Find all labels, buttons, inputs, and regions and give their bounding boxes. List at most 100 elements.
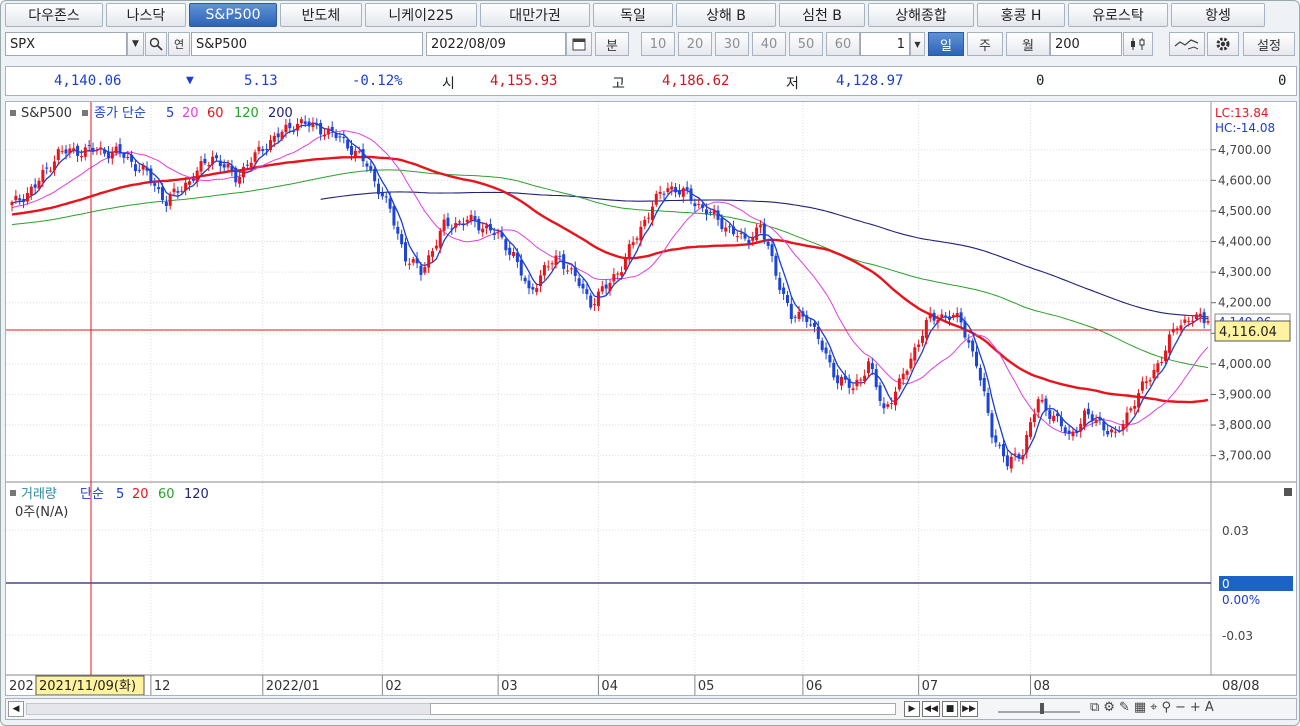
x-tick-label: 2022/01	[266, 679, 320, 694]
playback-controls: ▶ ◀◀ ■ ▶▶	[904, 701, 978, 717]
copy-icon[interactable]: ⧉	[1090, 700, 1100, 715]
play-icon[interactable]: ▶	[904, 701, 920, 717]
candle-body	[612, 274, 616, 282]
plus-icon[interactable]: +	[1189, 700, 1201, 715]
tab-6[interactable]: 독일	[593, 3, 673, 27]
panel-handle-icon[interactable]	[82, 110, 88, 116]
panel-maximize-icon[interactable]	[1284, 488, 1292, 496]
panel-handle-icon[interactable]	[10, 110, 16, 116]
tab-9[interactable]: 상해종합	[868, 3, 974, 27]
tab-1[interactable]: 나스닥	[106, 3, 186, 27]
candle-body	[986, 392, 990, 413]
compare-line-icon[interactable]	[1169, 32, 1205, 56]
candle-body	[936, 320, 940, 323]
candle-body	[33, 184, 37, 188]
candle-body	[346, 139, 350, 149]
minute-option-60[interactable]: 60	[826, 32, 860, 56]
zoom-slider[interactable]	[996, 702, 1082, 716]
candle-body	[820, 340, 824, 351]
candle-body	[1125, 412, 1129, 427]
candle-body	[261, 149, 265, 152]
y-tick-label: 4,000.00	[1218, 357, 1271, 371]
count-dropdown-icon[interactable]: ▼	[910, 32, 925, 56]
candle-body	[187, 181, 191, 185]
calendar-icon[interactable]	[566, 32, 592, 56]
tab-11[interactable]: 유로스탁	[1068, 3, 1168, 27]
scroll-left-icon[interactable]: ◀	[8, 701, 24, 717]
candle-body	[1152, 369, 1156, 379]
candle-body	[29, 186, 33, 196]
stop-icon[interactable]: ■	[942, 701, 958, 717]
bar-count-input[interactable]: 200	[1050, 32, 1122, 56]
price-volume-chart[interactable]: 4,700.00 4,600.00 4,500.00 4,400.00 4,300.00…	[6, 102, 1296, 696]
symbol-link-icon[interactable]: 연	[168, 32, 190, 56]
candle-type-icon[interactable]	[1123, 32, 1153, 56]
minute-option-40[interactable]: 40	[752, 32, 786, 56]
chart-area[interactable]: 4,700.00 4,600.00 4,500.00 4,400.00 4,300.00…	[5, 101, 1297, 696]
date-input[interactable]: 2022/08/09	[426, 32, 566, 56]
zoom-icon[interactable]: ⚲	[1161, 700, 1172, 715]
symbol-dropdown-arrow-icon[interactable]: ▼	[127, 32, 144, 56]
candle-body	[14, 195, 18, 201]
volume-tick-pct: 0.00%	[1222, 593, 1260, 607]
tab-10[interactable]: 홍콩 H	[977, 3, 1065, 27]
period-week-button[interactable]: 주	[967, 32, 1003, 56]
minute-option-20[interactable]: 20	[678, 32, 712, 56]
tab-2[interactable]: S&P500	[189, 3, 277, 27]
crosshair-price-tag	[1214, 320, 1291, 342]
candle-body	[805, 315, 809, 322]
candle-body	[392, 206, 396, 226]
candle-body	[1021, 455, 1025, 460]
rewind-icon[interactable]: ◀◀	[922, 701, 940, 717]
link-icon[interactable]: ⚙	[1103, 700, 1115, 715]
candle-body	[265, 149, 269, 151]
edit-icon[interactable]: ✎	[1118, 700, 1130, 715]
candle-body	[917, 344, 921, 348]
minute-unit-button[interactable]: 분	[595, 32, 629, 56]
crosshair-icon[interactable]: ⌖	[1150, 700, 1158, 715]
candle-body	[110, 151, 114, 159]
tab-8[interactable]: 심천 B	[779, 3, 865, 27]
candle-body	[384, 196, 388, 198]
font-size-icon[interactable]: A	[1204, 700, 1214, 715]
settings-button[interactable]: 설정	[1243, 32, 1295, 56]
candle-body	[562, 254, 566, 269]
candle-body	[921, 335, 925, 343]
symbol-code-input[interactable]: SPX	[5, 32, 127, 56]
candle-body	[623, 257, 627, 270]
period-day-button[interactable]: 일	[928, 32, 964, 56]
search-icon[interactable]	[145, 32, 167, 56]
x-tick-label: 04	[601, 679, 618, 694]
panel-handle-icon[interactable]	[10, 490, 16, 496]
minute-option-30[interactable]: 30	[715, 32, 749, 56]
scroll-thumb[interactable]	[430, 703, 896, 715]
tab-4[interactable]: 니케이225	[365, 3, 477, 27]
candle-body	[967, 339, 971, 343]
tab-0[interactable]: 다우존스	[5, 3, 103, 27]
period-month-button[interactable]: 월	[1006, 32, 1050, 56]
candle-body	[951, 314, 955, 318]
candle-body	[994, 435, 998, 443]
fast-forward-icon[interactable]: ▶▶	[960, 701, 978, 717]
candle-body	[689, 188, 693, 201]
candle-body	[635, 238, 639, 240]
table-icon[interactable]: ▦	[1133, 700, 1147, 715]
tab-12[interactable]: 항셍	[1171, 3, 1265, 27]
candle-body	[905, 370, 909, 375]
minute-option-10[interactable]: 10	[641, 32, 675, 56]
candle-body	[222, 164, 226, 168]
candle-body	[357, 151, 361, 153]
tab-3[interactable]: 반도체	[280, 3, 362, 27]
minute-option-50[interactable]: 50	[789, 32, 823, 56]
candle-body	[890, 402, 894, 404]
candle-body	[531, 287, 535, 290]
gear-icon[interactable]	[1207, 32, 1239, 56]
tab-7[interactable]: 상해 B	[676, 3, 776, 27]
candle-body	[897, 378, 901, 390]
minus-icon[interactable]: −	[1175, 700, 1186, 715]
tab-5[interactable]: 대만가권	[480, 3, 590, 27]
candle-body	[245, 164, 249, 166]
x-axis-cut-label: 202	[9, 679, 34, 694]
candle-body	[465, 219, 469, 223]
count-input[interactable]: 1	[860, 32, 910, 56]
